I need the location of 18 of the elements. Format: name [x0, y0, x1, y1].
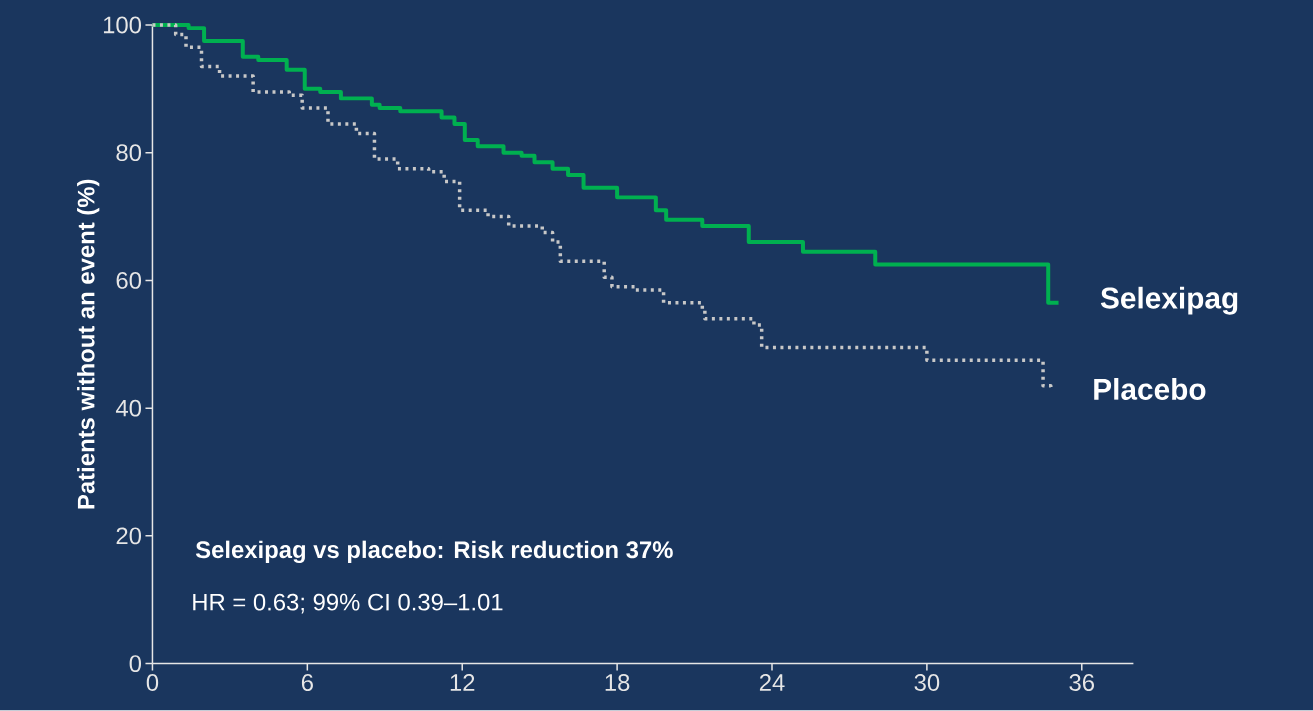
x-tick-label: 18 — [605, 674, 630, 692]
x-tick-label: 0 — [146, 674, 159, 692]
y-tick-label: 0 — [129, 655, 142, 673]
annotation: HR = 0.63; 99% CI 0.39–1.01 — [193, 593, 503, 614]
x-tick-label: 24 — [759, 674, 785, 691]
y-tick-label: 20 — [116, 527, 142, 545]
y-tick-label: 80 — [116, 144, 142, 162]
x-tick-label: 6 — [301, 674, 313, 692]
series-label: Selexipag — [1100, 287, 1238, 315]
y-tick-label: 40 — [115, 399, 142, 417]
y-axis-title: Patients without an event (%) — [77, 180, 100, 509]
y-tick-label: 100 — [103, 16, 142, 34]
x-tick-label: 36 — [1069, 674, 1094, 692]
x-tick-label: 12 — [450, 674, 475, 691]
annotation: Selexipag vs placebo: Risk reduction 37% — [195, 540, 673, 564]
y-tick-label: 60 — [116, 272, 142, 290]
series-label: Placebo — [1094, 378, 1206, 401]
x-tick-label: 30 — [914, 674, 940, 692]
